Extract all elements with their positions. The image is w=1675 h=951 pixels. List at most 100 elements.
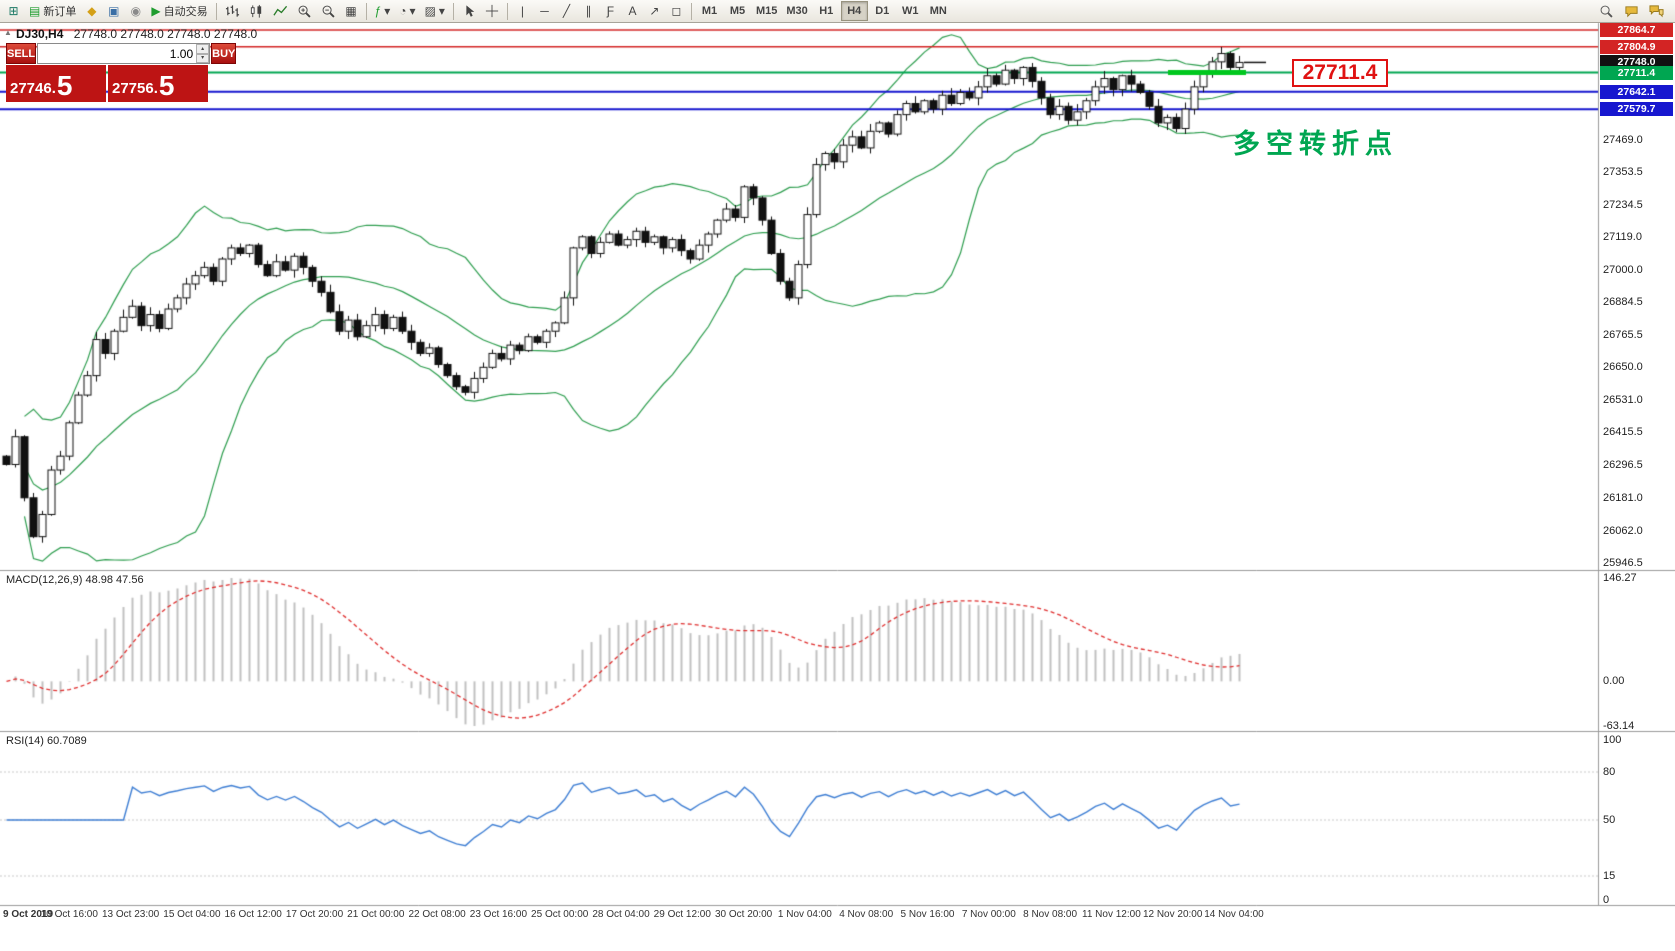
price-tick: 27000.0 [1603,264,1643,277]
price-tick: 26062.0 [1603,524,1643,537]
price-badge: 27642.1 [1600,84,1673,99]
arrow-tool-button[interactable]: ↗ [644,1,665,21]
price-tick: 25946.5 [1603,556,1643,569]
buy-price[interactable]: 27756. 5 [108,65,208,102]
toolbar: ⊞ ▤ 新订单 ◆ ▣ ◉ ▶ 自动交易 [0,0,1675,23]
timeframe-d1-button[interactable]: D1 [869,1,896,21]
line-chart-button[interactable] [269,1,292,21]
rsi-scale-tick: 15 [1603,870,1616,882]
price-tick: 26181.0 [1603,491,1643,504]
sell-price[interactable]: 27746. 5 [6,65,106,102]
rsi-scale-tick: 100 [1603,734,1622,746]
cursor-icon [462,4,476,18]
clock-icon: ◔ [399,4,407,18]
buy-price-last-digit: 5 [158,70,175,102]
timeframe-m5-button[interactable]: M5 [724,1,751,21]
chat-icon [1624,4,1639,19]
chart-title: DJ30,H4 27748.0 27748.0 27748.0 27748.0 [16,27,257,41]
symbol-period-label: DJ30,H4 [16,27,64,41]
fibonacci-tool-button[interactable]: Ƒ [600,1,621,21]
new-chart-icon: ⊞ [8,4,19,18]
timeframe-m30-button[interactable]: M30 [782,1,811,21]
channel-tool-button[interactable]: ∥ [578,1,599,21]
vertical-line-icon: | [520,4,525,18]
community-button[interactable]: ▣ [103,1,124,21]
volume-input[interactable] [38,44,197,63]
volume-down-button[interactable]: ▾ [196,53,210,63]
text-tool-button[interactable]: A [622,1,643,21]
sell-button[interactable]: SELL [6,43,37,64]
new-order-label: 新订单 [43,6,77,18]
price-badge: 27711.4 [1600,65,1673,80]
buy-price-main: 27756. [112,80,158,98]
price-tick: 26765.5 [1603,329,1643,342]
buy-button[interactable]: BUY [211,43,237,64]
chat-button[interactable] [1620,1,1643,21]
bar-chart-button[interactable] [221,1,244,21]
time-axis-label: 12 Nov 20:00 [1142,909,1203,920]
time-axis-label: 4 Nov 08:00 [839,909,894,920]
price-axis[interactable]: 27469.0 27353.5 27234.5 27119.0 27000.0 26884… [1599,0,1675,928]
candlestick-chart-button[interactable] [245,1,268,21]
time-axis-label: 9 Oct 2019 [3,909,54,920]
indicators-button[interactable]: ƒ ▾ [371,1,395,21]
price-tick: 27234.5 [1603,199,1643,211]
shapes-tool-button[interactable]: ◻ [666,1,687,21]
auto-trading-label: 自动交易 [163,6,208,18]
sell-price-main: 27746. [10,80,56,98]
line-chart-icon [272,4,288,19]
trendline-icon: ╱ [562,4,571,18]
time-axis-label: 15 Oct 04:00 [163,909,221,920]
auto-trading-button[interactable]: ▶ 自动交易 [147,1,211,21]
search-button[interactable] [1595,1,1618,21]
rsi-indicator-label: RSI(14) 60.7089 [6,735,87,747]
tile-windows-icon: ▦ [345,4,357,18]
time-axis-label: 30 Oct 20:00 [714,909,773,920]
shapes-icon: ◻ [671,4,682,18]
price-callout-label[interactable]: 27711.4 [1292,59,1388,87]
timeframe-h4-button[interactable]: H4 [840,1,868,21]
time-axis-label: 17 Oct 20:00 [285,909,344,920]
zoom-out-button[interactable] [317,1,340,21]
zoom-out-icon [321,4,336,19]
timeframe-m15-button[interactable]: M15 [752,1,781,21]
channel-icon: ∥ [585,4,592,18]
annotation-text[interactable]: 多空转折点 [1233,129,1398,159]
time-axis[interactable]: 9 Oct 2019 10 Oct 16:00 13 Oct 23:00 15 Oct… [0,906,1598,926]
zoom-in-button[interactable] [293,1,316,21]
templates-button[interactable]: ▨ ▾ [421,1,449,21]
arrow-tool-icon: ↗ [649,4,660,18]
time-axis-label: 16 Oct 12:00 [224,909,282,920]
timeframe-w1-button[interactable]: W1 [897,1,924,21]
time-axis-label: 13 Oct 23:00 [101,909,160,920]
collapse-one-click-button[interactable]: ▲ [4,28,12,37]
new-order-button[interactable]: ▤ 新订单 [25,1,80,21]
alerts-button[interactable]: ◉ [125,1,146,21]
horizontal-line-tool-button[interactable]: ─ [534,1,555,21]
alerts-icon: ◉ [130,4,142,18]
time-axis-label: 8 Nov 08:00 [1023,909,1078,920]
price-tick: 27119.0 [1603,231,1642,244]
timeframe-mn-button[interactable]: MN [925,1,952,21]
mql5-market-button[interactable]: ◆ [81,1,102,21]
vertical-line-tool-button[interactable]: | [512,1,533,21]
toolbar-separator [690,2,692,20]
community-chat-button[interactable] [1645,1,1668,21]
chat-bubbles-icon [1649,4,1664,19]
periods-button[interactable]: ◔ ▾ [395,1,419,21]
time-axis-label: 23 Oct 16:00 [469,909,528,920]
crosshair-tool-button[interactable] [481,1,503,21]
time-axis-label: 1 Nov 04:00 [777,909,832,920]
tile-windows-button[interactable]: ▦ [341,1,362,21]
text-tool-icon: A [628,4,637,18]
time-axis-label: 11 Nov 12:00 [1082,909,1141,920]
time-axis-label: 10 Oct 16:00 [40,909,98,920]
cursor-tool-button[interactable] [458,1,480,21]
volume-up-button[interactable]: ▴ [196,44,210,54]
timeframe-h1-button[interactable]: H1 [813,1,840,21]
new-chart-button[interactable]: ⊞ [3,1,24,21]
trendline-tool-button[interactable]: ╱ [556,1,577,21]
timeframe-m1-button[interactable]: M1 [696,1,723,21]
candlestick-chart-icon [249,4,264,19]
